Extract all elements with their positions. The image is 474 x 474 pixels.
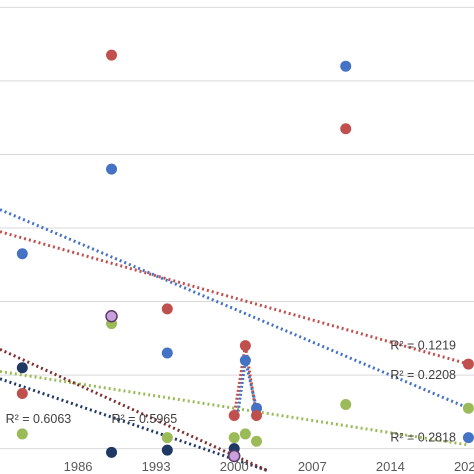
x-tick-label-2: 2000 [220, 459, 249, 474]
trendline-series-4 [0, 347, 269, 473]
point-series-1-8 [462, 358, 474, 370]
spike-lines [232, 345, 258, 416]
point-series-2-4 [239, 428, 251, 440]
trendline-series-2 [0, 369, 469, 447]
point-series-2-5 [251, 435, 263, 447]
data-points [16, 49, 474, 463]
x-tick-label-3: 2007 [298, 459, 327, 474]
point-series-1-1 [106, 49, 118, 61]
r2-label-4: R² = 0.5965 [112, 412, 178, 426]
point-series-0-5 [340, 60, 352, 72]
spike-blue [236, 360, 258, 416]
point-series-0-1 [106, 163, 118, 175]
point-series-2-0 [16, 428, 28, 440]
point-series-5-0 [105, 310, 118, 323]
point-series-3-1 [106, 446, 118, 458]
point-series-3-2 [161, 444, 173, 456]
trendline-series-3 [0, 377, 269, 473]
r2-label-2: R² = 0.2818 [390, 430, 456, 444]
point-series-0-0 [16, 248, 28, 260]
point-series-2-3 [228, 432, 240, 444]
x-tick-label-0: 1986 [64, 459, 93, 474]
point-series-1-5 [239, 340, 251, 352]
x-axis-ticks: 1986 1993 2000 2007 2014 2021 [64, 459, 474, 474]
point-series-0-6 [462, 432, 474, 444]
x-tick-label-1: 1993 [142, 459, 171, 474]
trendlines [0, 208, 470, 473]
r2-label-1: R² = 0.2208 [390, 368, 456, 382]
r2-label-3: R² = 0.6063 [6, 412, 72, 426]
x-tick-label-5: 2021 [454, 459, 474, 474]
point-series-1-6 [251, 410, 263, 422]
point-series-5-1 [227, 449, 241, 463]
point-series-0-2 [161, 347, 173, 359]
gridlines [0, 6, 474, 450]
point-series-2-2 [161, 432, 173, 444]
point-series-0-3 [239, 354, 251, 366]
point-series-2-7 [462, 402, 474, 414]
r2-label-0: R² = 0.1219 [390, 338, 456, 352]
r2-labels: R² = 0.1219 R² = 0.2208 R² = 0.2818 R² = 0.… [6, 338, 456, 444]
point-series-1-0 [16, 387, 28, 399]
point-series-1-4 [228, 410, 240, 422]
point-series-2-6 [340, 399, 352, 411]
trendline-series-1 [0, 230, 469, 366]
x-tick-label-4: 2014 [376, 459, 405, 474]
point-series-1-3 [161, 303, 173, 315]
point-series-3-0 [16, 362, 28, 374]
point-series-1-7 [340, 123, 352, 135]
